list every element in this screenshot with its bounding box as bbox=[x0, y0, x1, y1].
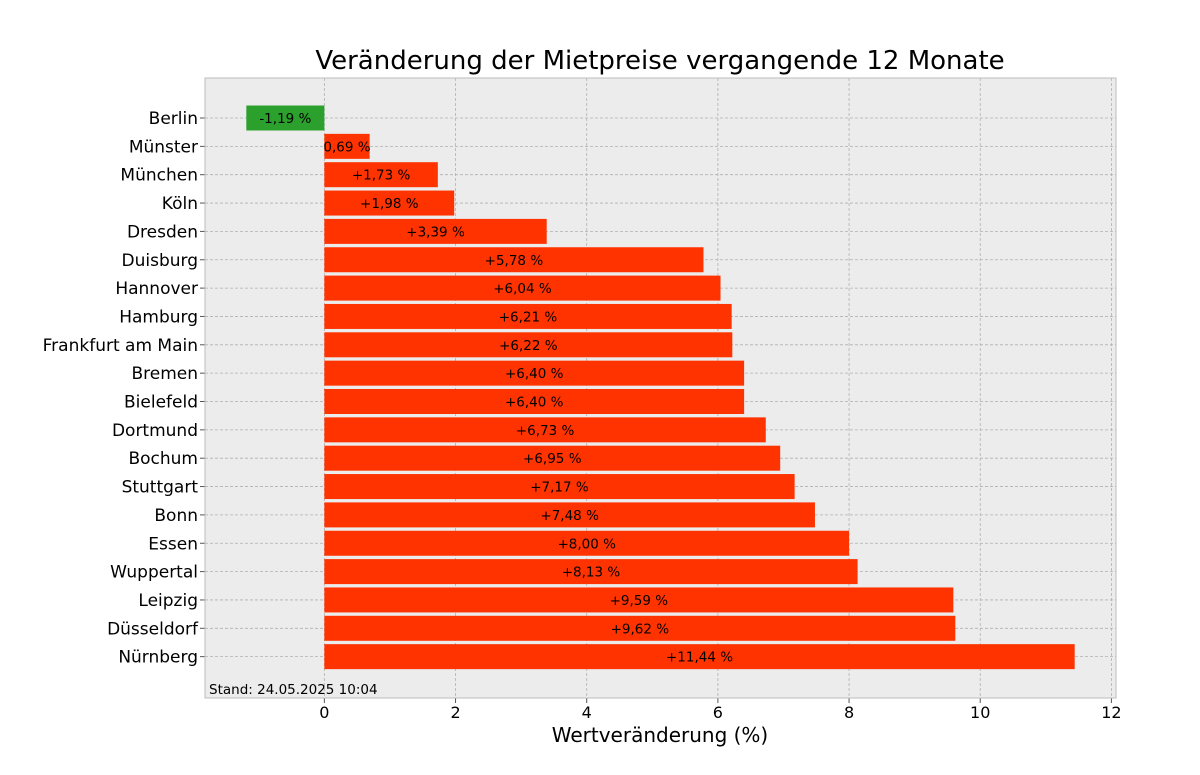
data-label: +7,17 % bbox=[530, 480, 589, 496]
timestamp-footnote: Stand: 24.05.2025 10:04 bbox=[209, 682, 378, 698]
bar-berlin bbox=[246, 105, 325, 131]
bar-frankfurt-am-main bbox=[324, 332, 733, 358]
bar-düsseldorf bbox=[324, 615, 956, 641]
y-tick-label: Leipzig bbox=[138, 591, 198, 611]
bar-essen bbox=[324, 530, 850, 556]
bar-duisburg bbox=[324, 247, 704, 273]
y-tick-label: München bbox=[120, 166, 198, 186]
y-tick-label: Frankfurt am Main bbox=[43, 336, 198, 356]
data-label: +9,62 % bbox=[611, 621, 670, 637]
bar-dortmund bbox=[324, 417, 766, 443]
x-tick-label: 10 bbox=[970, 703, 990, 722]
data-labels: -1,19 % 0,69 % +1,73 % +1,98 % +3,39 % +5,78 … bbox=[259, 111, 733, 666]
data-label: +7,48 % bbox=[540, 508, 599, 524]
bar-münster bbox=[324, 133, 370, 159]
data-label: +9,59 % bbox=[610, 593, 669, 609]
x-tick-label: 0 bbox=[319, 703, 329, 722]
bar-hannover bbox=[324, 275, 721, 301]
y-tick-label: Hamburg bbox=[119, 307, 198, 327]
data-label: +8,13 % bbox=[562, 565, 621, 581]
bar-münchen bbox=[324, 162, 438, 188]
y-tick-label: Duisburg bbox=[122, 251, 199, 271]
y-tick-label: Dortmund bbox=[112, 421, 198, 441]
y-tick-label: Hannover bbox=[115, 279, 198, 299]
x-axis-label: Wertveränderung (%) bbox=[552, 723, 769, 747]
x-tick-label: 8 bbox=[844, 703, 854, 722]
bar-bielefeld bbox=[324, 389, 745, 414]
bar-köln bbox=[324, 190, 455, 216]
data-label: +1,73 % bbox=[352, 168, 411, 184]
y-tick-label: Münster bbox=[129, 137, 198, 157]
data-label: +6,95 % bbox=[523, 451, 582, 467]
data-label: +6,73 % bbox=[516, 423, 575, 439]
y-tick-label: Bonn bbox=[154, 506, 198, 526]
data-label: -1,19 % bbox=[259, 111, 311, 127]
y-tick-label: Nürnberg bbox=[118, 648, 198, 668]
bar-leipzig bbox=[324, 587, 954, 613]
x-tick-label: 6 bbox=[713, 703, 723, 722]
data-label: +8,00 % bbox=[557, 536, 616, 552]
data-label: +6,40 % bbox=[505, 395, 564, 411]
x-tick-label: 12 bbox=[1101, 703, 1121, 722]
y-tick-label: Essen bbox=[148, 534, 198, 554]
data-label: +6,22 % bbox=[499, 338, 558, 354]
bars bbox=[246, 105, 1075, 670]
y-tick-label: Dresden bbox=[127, 222, 198, 242]
y-tick-label: Wuppertal bbox=[110, 563, 198, 583]
data-label: +1,98 % bbox=[360, 196, 419, 212]
y-tick-label: Bochum bbox=[128, 449, 198, 469]
bar-hamburg bbox=[324, 303, 732, 329]
data-label: +11,44 % bbox=[666, 650, 733, 666]
x-tick-label: 4 bbox=[582, 703, 592, 722]
y-tick-label: Düsseldorf bbox=[107, 619, 199, 639]
y-tick-label: Berlin bbox=[149, 109, 198, 129]
y-tick-label: Stuttgart bbox=[122, 478, 199, 498]
y-tick-label: Bremen bbox=[131, 364, 198, 384]
y-axis-ticks: Berlin Münster München Köln Dresden Duisburg H… bbox=[43, 109, 205, 668]
plot-frame bbox=[204, 77, 1117, 699]
data-label: +5,78 % bbox=[485, 253, 544, 269]
x-axis-ticks: 0 2 4 6 8 10 12 bbox=[319, 698, 1122, 722]
bar-bonn bbox=[324, 502, 815, 528]
x-tick-label: 2 bbox=[450, 703, 460, 722]
y-tick-label: Bielefeld bbox=[124, 393, 198, 413]
data-label: +6,21 % bbox=[499, 309, 558, 325]
data-label: +3,39 % bbox=[406, 224, 465, 240]
bar-wuppertal bbox=[324, 559, 858, 585]
bar-stuttgart bbox=[324, 474, 795, 500]
data-label: +6,04 % bbox=[493, 281, 552, 297]
bar-bochum bbox=[324, 445, 781, 471]
data-label: 0,69 % bbox=[323, 139, 370, 155]
bar-nürnberg bbox=[324, 644, 1075, 670]
y-tick-label: Köln bbox=[162, 194, 198, 214]
chart-title: Veränderung der Mietpreise vergangende 1… bbox=[315, 46, 1004, 76]
bar-bremen bbox=[324, 360, 745, 386]
data-label: +6,40 % bbox=[505, 366, 564, 382]
bar-dresden bbox=[324, 218, 547, 244]
